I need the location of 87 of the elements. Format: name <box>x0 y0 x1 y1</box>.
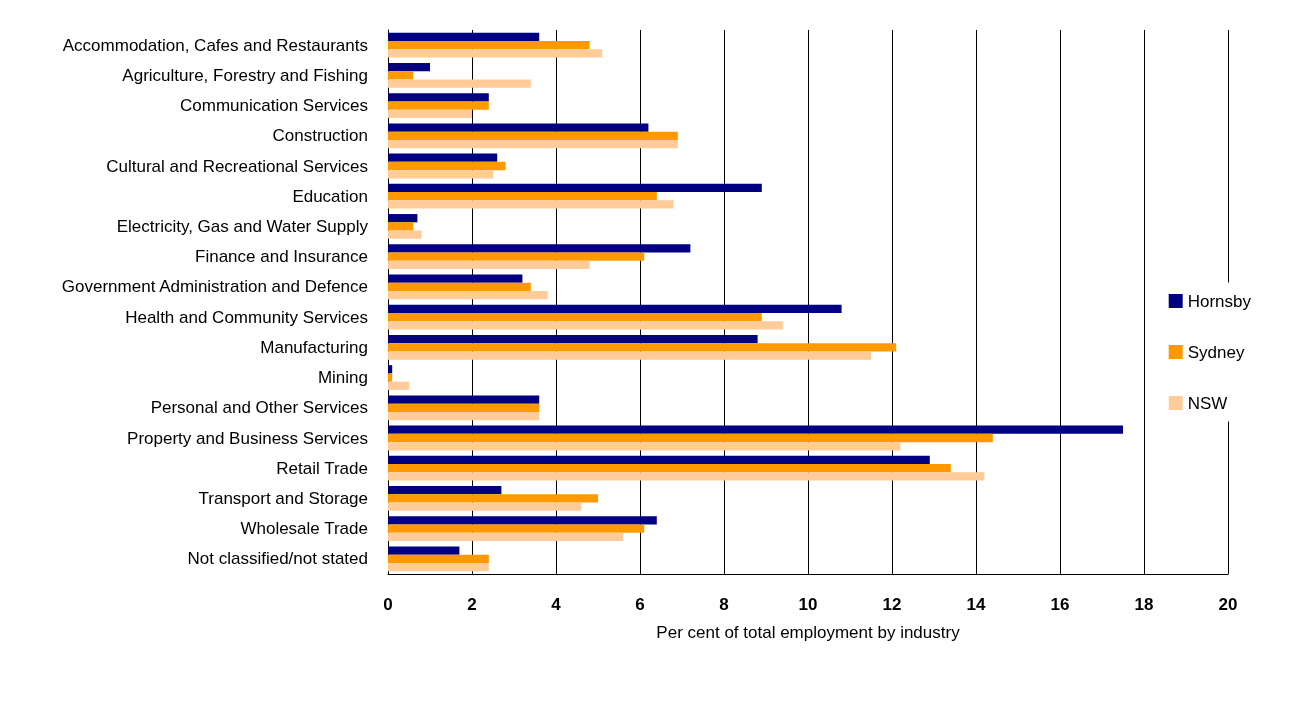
y-tick-label: Accommodation, Cafes and Restaurants <box>62 35 368 55</box>
legend-label: NSW <box>1187 393 1228 413</box>
x-tick-label: 8 <box>719 595 729 614</box>
bar <box>388 274 523 283</box>
y-tick-label: Finance and Insurance <box>195 247 368 267</box>
bar <box>388 101 489 110</box>
x-tick-label: 18 <box>1134 595 1154 614</box>
bar <box>388 153 498 162</box>
y-tick-label: Property and Business Services <box>127 428 368 448</box>
y-tick-label: Health and Community Services <box>125 307 368 327</box>
bar <box>388 93 489 102</box>
bar <box>388 502 582 511</box>
bar <box>388 411 540 421</box>
bar <box>388 304 842 313</box>
bar <box>388 403 540 412</box>
bar <box>388 494 598 503</box>
bar <box>388 109 472 118</box>
bar <box>388 563 489 572</box>
x-tick-label: 6 <box>635 595 645 614</box>
bar <box>388 192 657 201</box>
x-axis-title: Per cent of total employment by industry <box>656 623 961 642</box>
bar <box>388 200 674 209</box>
bar <box>388 365 393 374</box>
bar <box>388 334 758 344</box>
bar <box>388 260 590 270</box>
bar <box>388 381 409 390</box>
bar <box>388 62 430 72</box>
y-tick-label: Mining <box>317 368 368 388</box>
x-tick-label: 12 <box>882 595 902 614</box>
y-tick-label: Manufacturing <box>260 337 368 357</box>
y-tick-label: Electricity, Gas and Water Supply <box>116 216 369 236</box>
bar <box>388 351 871 360</box>
y-tick-label: Communication Services <box>179 96 368 116</box>
legend-label: Sydney <box>1187 342 1245 362</box>
bar <box>388 222 414 231</box>
bar <box>388 321 783 330</box>
bar <box>388 395 540 404</box>
bar <box>388 442 901 451</box>
y-tick-label: Education <box>292 186 368 206</box>
bar <box>388 291 548 300</box>
y-tick-label: Cultural and Recreational Services <box>106 156 368 176</box>
bar <box>388 546 460 555</box>
bar <box>388 343 897 352</box>
bar <box>388 472 985 481</box>
x-tick-label: 16 <box>1050 595 1070 614</box>
bar <box>388 312 762 322</box>
y-tick-label: Agriculture, Forestry and Fishing <box>122 65 368 85</box>
bar <box>388 282 531 292</box>
bar <box>388 79 531 88</box>
legend-label: Hornsby <box>1187 291 1252 311</box>
x-tick-label: 2 <box>467 595 477 614</box>
y-tick-label: Retail Trade <box>276 458 368 478</box>
y-tick-label: Not classified/not stated <box>187 549 368 569</box>
bar <box>388 425 1123 434</box>
x-tick-label: 0 <box>383 595 393 614</box>
x-tick-label: 14 <box>966 595 986 614</box>
bar <box>388 49 603 58</box>
bar <box>388 170 493 179</box>
bar <box>388 40 590 50</box>
x-tick-label: 20 <box>1218 595 1238 614</box>
bar <box>388 486 502 495</box>
bar <box>388 433 993 443</box>
x-tick-label: 10 <box>798 595 818 614</box>
bar <box>388 532 624 542</box>
bar <box>388 252 645 261</box>
x-tick-label: 4 <box>551 595 562 614</box>
bar <box>388 123 649 132</box>
y-tick-label: Construction <box>272 126 368 146</box>
bar <box>388 244 691 253</box>
bar <box>388 71 414 80</box>
bar <box>388 139 678 149</box>
y-tick-label: Transport and Storage <box>198 488 368 508</box>
bar <box>388 524 645 533</box>
y-tick-label: Personal and Other Services <box>150 398 368 418</box>
bar <box>388 373 393 382</box>
bar <box>388 516 657 525</box>
bar <box>388 464 951 473</box>
bar <box>388 455 930 465</box>
bar <box>388 214 418 223</box>
y-tick-label: Government Administration and Defence <box>61 277 368 297</box>
bar <box>388 230 422 239</box>
bar <box>388 183 762 193</box>
y-tick-label: Wholesale Trade <box>240 519 368 539</box>
bar <box>388 32 540 41</box>
bar <box>388 161 506 171</box>
bar <box>388 131 678 140</box>
bar <box>388 554 489 564</box>
